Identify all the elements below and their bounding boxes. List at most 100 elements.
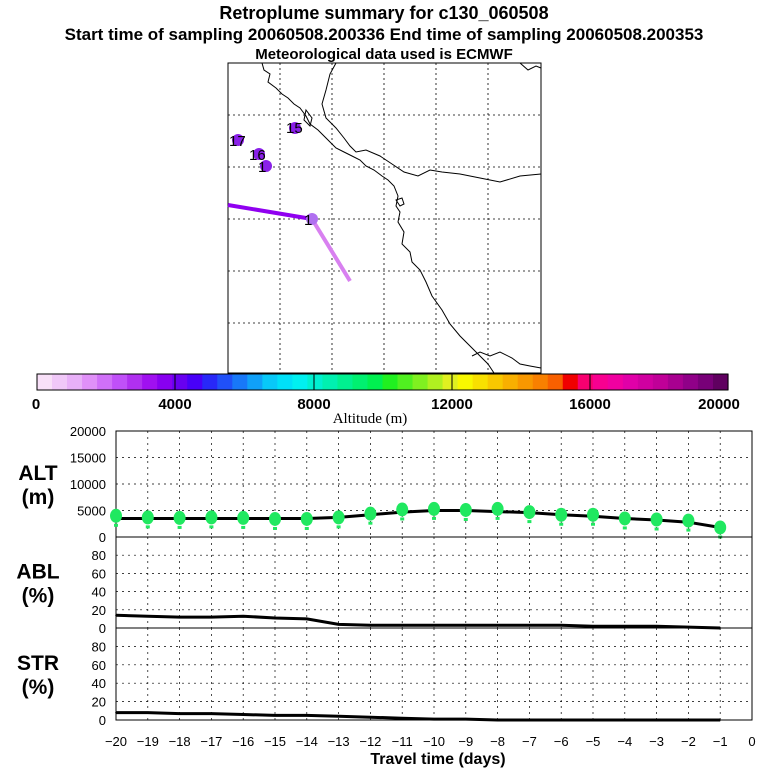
trajectory-western-branch	[227, 203, 313, 221]
day-label: 1	[258, 159, 266, 176]
colorbar-cell	[637, 374, 654, 390]
data-point	[465, 718, 467, 720]
data-point	[115, 614, 117, 617]
particle-dot	[205, 510, 218, 525]
colorbar-cell	[262, 374, 278, 390]
x-tick-label: −20	[105, 734, 127, 749]
data-point	[369, 716, 372, 719]
colorbar-cell	[412, 374, 429, 390]
colorbar-cell	[82, 374, 98, 390]
colorbar-cell	[547, 374, 564, 390]
colorbar-frame	[36, 373, 729, 391]
day-label: 1	[304, 212, 312, 229]
particle-spread	[654, 527, 659, 531]
trajectory-southern-branch	[310, 217, 352, 283]
colorbar-ticks	[174, 374, 591, 390]
colorbar-cell	[217, 374, 233, 390]
data-point	[274, 714, 276, 717]
data-point	[369, 624, 372, 627]
colorbar-label: Altitude (m)	[333, 411, 408, 427]
y-tick-label: 15000	[70, 451, 106, 466]
y-tick-label: 5000	[77, 504, 106, 519]
trajectories	[227, 203, 352, 283]
day-label: 17	[229, 133, 246, 150]
colorbar-cell	[667, 374, 684, 390]
colorbar-cell	[457, 374, 474, 390]
x-tick-label: −14	[296, 734, 318, 749]
x-tick-label: −1	[713, 734, 728, 749]
data-point	[401, 624, 404, 627]
y-tick-label: 60	[92, 566, 106, 581]
day-label: 15	[286, 120, 303, 137]
colorbar-cell	[532, 374, 549, 390]
data-point	[719, 719, 721, 721]
data-point	[528, 624, 531, 627]
particle-dot	[396, 502, 409, 517]
y-tick-label: 40	[92, 585, 106, 600]
colorbar-cell	[52, 374, 68, 390]
particle-spread	[559, 522, 564, 526]
particle-dot	[682, 513, 695, 528]
data-point	[210, 616, 213, 618]
data-point	[624, 719, 626, 721]
particle-dot	[237, 510, 250, 525]
colorbar-cell	[397, 374, 414, 390]
colorbar-cell	[487, 374, 504, 390]
particle-dot	[650, 512, 663, 527]
particle-dot	[587, 507, 599, 522]
data-point	[242, 615, 244, 617]
data-point	[624, 625, 626, 627]
particle-dot	[714, 520, 727, 535]
data-point	[274, 617, 276, 619]
y-axis-label-units: (%)	[22, 676, 55, 699]
colorbar-cell	[247, 374, 263, 390]
colorbar-cell	[382, 374, 399, 390]
particle-spread	[591, 522, 595, 526]
day-markers	[232, 122, 318, 225]
x-tick-label: −15	[264, 734, 286, 749]
y-tick-label: 0	[99, 713, 106, 728]
y-tick-label: 10000	[70, 477, 106, 492]
colorbar-cell	[322, 374, 339, 390]
x-tick-label: −12	[359, 734, 381, 749]
x-tick-label: 0	[748, 734, 755, 749]
particle-spread	[304, 526, 309, 530]
colorbar-cell	[607, 374, 624, 390]
particle-dot	[332, 510, 345, 525]
coast-north	[519, 62, 542, 71]
x-axis-title: Travel time (days)	[370, 751, 505, 768]
data-point	[560, 624, 562, 627]
particle-spread	[336, 525, 341, 529]
colorbar-cell	[232, 374, 248, 390]
day-marker	[306, 213, 318, 225]
colorbar-cell	[592, 374, 609, 390]
x-axis: −20 −19 −18 −17 −16 −15 −14 −13 −12 −11 −10 −9 −8 −7−…	[105, 734, 756, 768]
y-axis-label: ABL	[16, 561, 59, 584]
colorbar: 0 4000 8000 12000 16000 20000 Altitude (…	[32, 373, 740, 427]
colorbar-cell	[472, 374, 489, 390]
coastline-east	[321, 62, 542, 183]
colorbar-cell	[367, 374, 384, 390]
colorbar-cell	[502, 374, 519, 390]
colorbar-tick-label: 4000	[158, 396, 191, 413]
map-frame	[227, 62, 542, 374]
x-tick-label: −9	[458, 734, 473, 749]
colorbar-tick-label: 12000	[431, 396, 473, 413]
colorbar-cell	[337, 374, 354, 390]
colorbar-cell	[427, 374, 444, 390]
data-point	[433, 718, 435, 720]
particle-dot	[491, 501, 504, 516]
particle-spread	[241, 525, 246, 529]
coastline-southeast	[471, 351, 542, 369]
data-point	[655, 625, 658, 627]
series-line-abl	[115, 613, 721, 630]
particle-spread	[686, 528, 691, 532]
y-axis-label-units: (%)	[22, 585, 55, 608]
colorbar-cell	[292, 374, 308, 390]
particle-dot	[459, 502, 472, 517]
particle-dot	[428, 501, 440, 516]
panel-altitude: 20000 15000 10000 5000 0 ALT(m)	[18, 424, 753, 545]
day-label: 16	[249, 147, 266, 164]
particle-spread	[368, 521, 373, 525]
